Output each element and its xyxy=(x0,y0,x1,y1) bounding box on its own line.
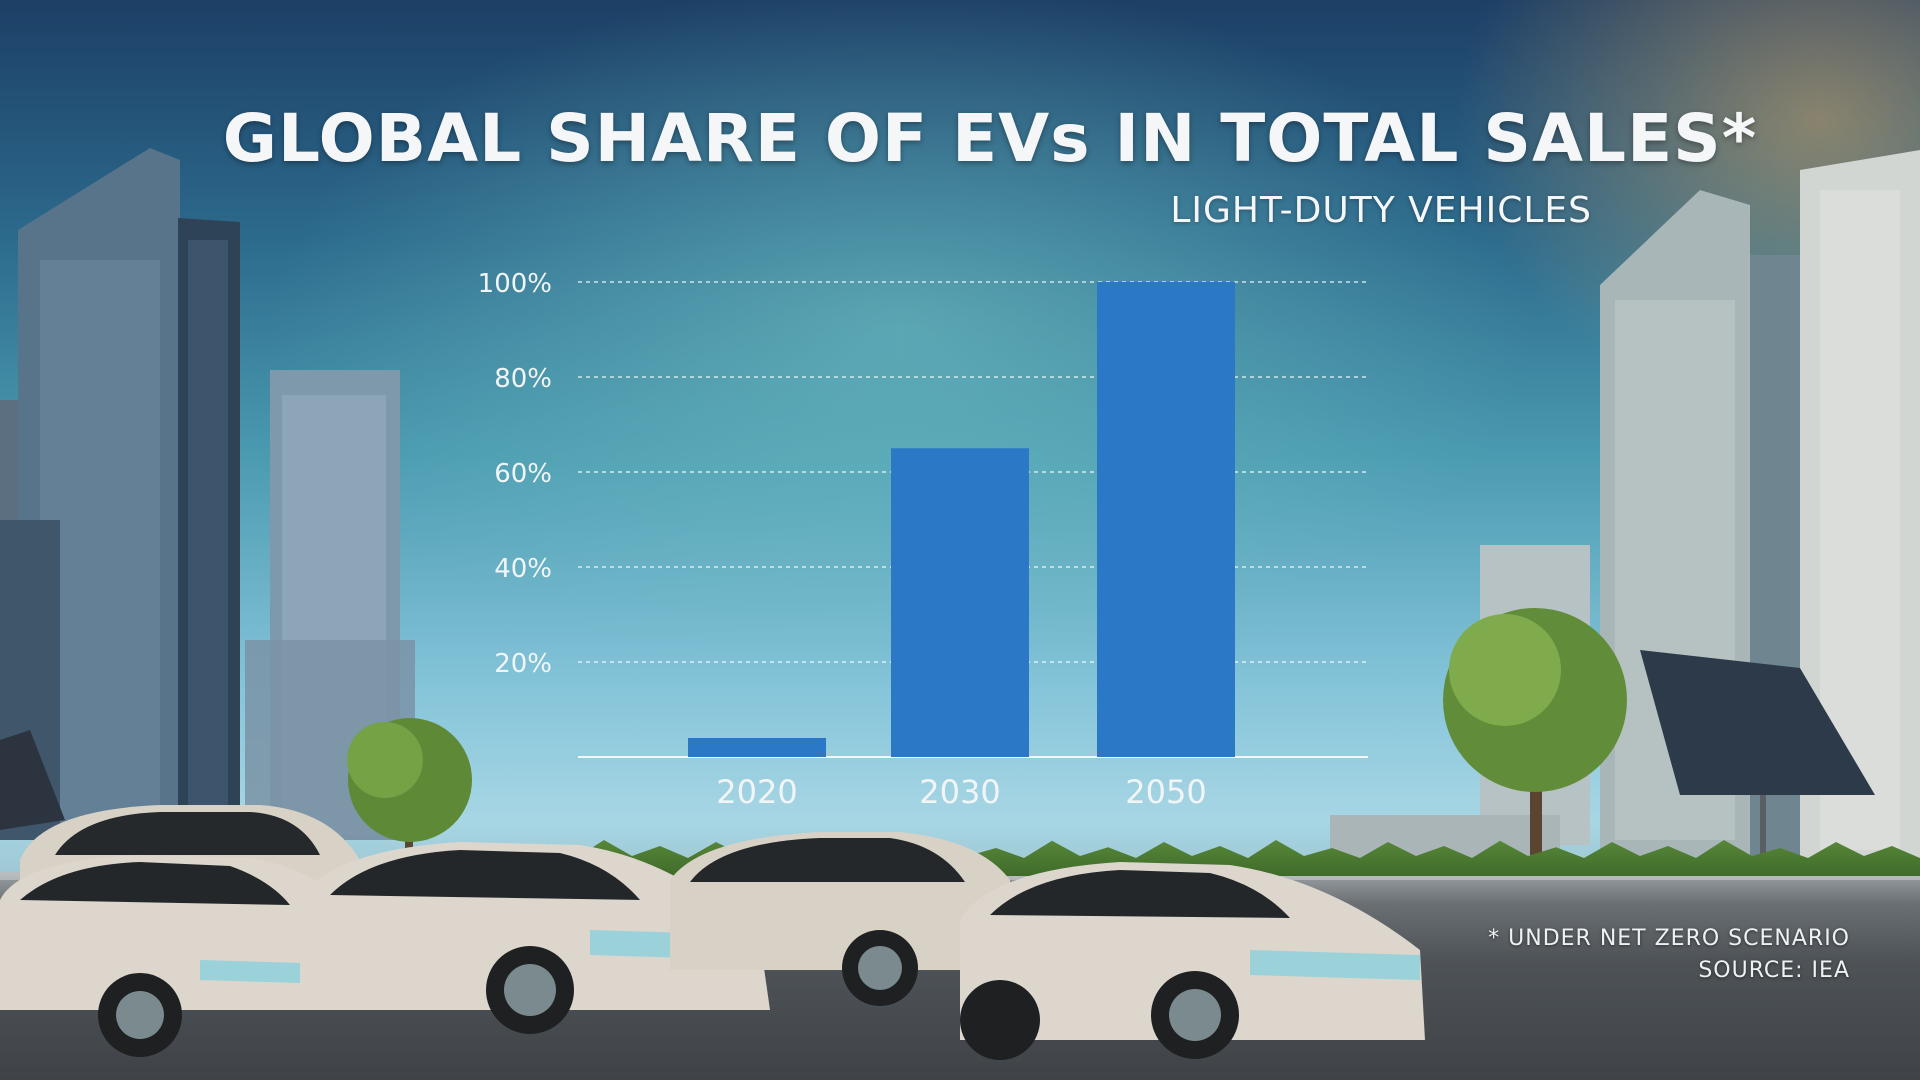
bar xyxy=(688,738,826,757)
left-tree xyxy=(347,718,472,850)
car-front-right xyxy=(960,862,1425,1060)
bar xyxy=(891,448,1029,757)
chart-subtitle: LIGHT-DUTY VEHICLES xyxy=(1170,190,1592,231)
right-tree xyxy=(1443,608,1627,855)
right-solar-panel xyxy=(1640,650,1875,855)
car-center-left xyxy=(300,842,770,1034)
y-tick-label: 80% xyxy=(494,364,552,394)
chart-title: GLOBAL SHARE OF EVs IN TOTAL SALES* xyxy=(222,100,1758,177)
left-solar-panel xyxy=(0,730,65,830)
x-tick-label: 2030 xyxy=(919,773,1000,811)
bar xyxy=(1097,282,1235,757)
y-tick-label: 100% xyxy=(478,269,552,299)
x-tick-label: 2050 xyxy=(1125,773,1206,811)
y-tick-label: 40% xyxy=(494,554,552,584)
y-tick-label: 20% xyxy=(494,649,552,679)
y-tick-label: 60% xyxy=(494,459,552,489)
footnote: * UNDER NET ZERO SCENARIO xyxy=(1488,926,1850,951)
x-tick-label: 2020 xyxy=(716,773,797,811)
car-center xyxy=(670,832,1010,1006)
source-note: SOURCE: IEA xyxy=(1698,958,1850,983)
